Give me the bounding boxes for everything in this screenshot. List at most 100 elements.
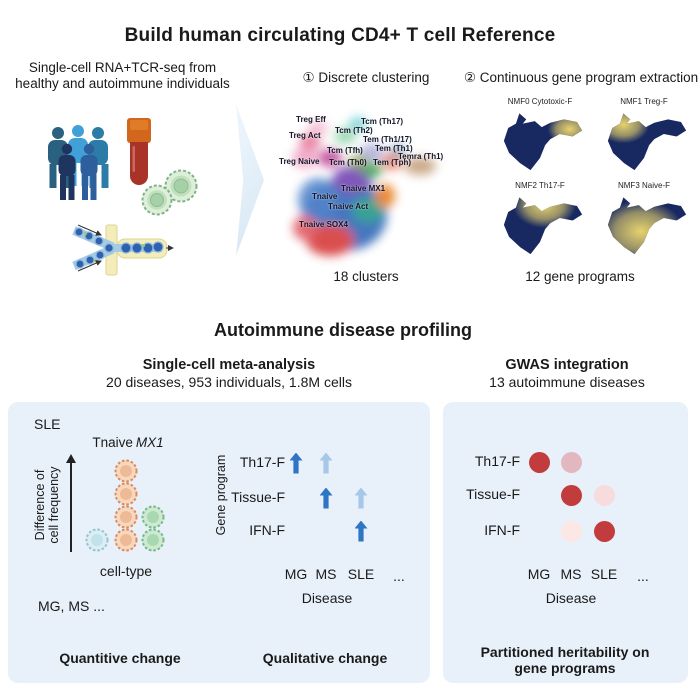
cluster-label: Tcm (Tfh) (327, 146, 363, 155)
col-header-ellipsis: ... (393, 568, 405, 584)
cell-glyph-green (141, 505, 165, 529)
cell-frequency-stacks (85, 459, 165, 552)
nmf-umap-blob (607, 113, 687, 171)
col-header-mg: MG (284, 566, 308, 582)
qualitative-arrows (8, 402, 430, 683)
nmf-panel: NMF2 Th17-F (488, 180, 592, 264)
cluster-label: Tem (Tph) (373, 158, 412, 167)
cell-glyph-orange (114, 459, 138, 483)
meta-analysis-header: Single-cell meta-analysis 20 diseases, 9… (79, 356, 379, 391)
cluster-label: Treg Eff (296, 115, 326, 124)
step2-label: ② Continuous gene program extraction (463, 70, 699, 85)
gwas-col-header-mg: MG (527, 566, 551, 582)
nmf-panel-label: NMF2 Th17-F (515, 181, 565, 190)
nmf-umap-blob (503, 197, 583, 255)
meta-analysis-title: Single-cell meta-analysis (142, 357, 316, 373)
heritability-dot-high (528, 451, 550, 473)
gwas-row-label-tissuef: Tissue-F (466, 486, 520, 502)
gwas-x-axis-disease: Disease (545, 590, 597, 606)
cluster-label: Tem (Th1/17) (363, 135, 412, 144)
nmf-umap-blob (607, 197, 687, 255)
gwas-panel: Th17-F Tissue-F IFN-F MG MS SLE ... Dise… (443, 402, 688, 683)
cluster-label: Temra (Th1) (398, 152, 444, 161)
heritability-dots (443, 402, 688, 683)
cell-icon (141, 169, 198, 216)
cluster-label: Tcm (Th17) (361, 117, 404, 126)
nmf-umap-blob (503, 113, 583, 171)
umap-clustering-plot: Treg Eff Tcm (Th17) Tcm (Th2) Treg Act Tem (… (278, 106, 463, 268)
row-label-ifnf: IFN-F (249, 522, 285, 538)
row-label-tissuef: Tissue-F (231, 489, 285, 505)
step1-label: ① Discrete clustering (302, 70, 430, 85)
people-icon (48, 125, 109, 200)
col-header-ms: MS (315, 566, 337, 582)
up-arrow-light (319, 452, 333, 474)
cell-glyph-green (141, 528, 165, 552)
heritability-dot-high (560, 484, 582, 506)
gwas-caption-line1: Partitioned heritability on (480, 644, 650, 660)
heritability-dot-medium (560, 451, 582, 473)
other-diseases-label: MG, MS ... (38, 598, 105, 614)
sample-illustration (48, 118, 198, 276)
heritability-dot-faint (560, 520, 582, 542)
nmf-panel-label: NMF1 Treg-F (620, 97, 668, 106)
blood-tube-icon (127, 118, 151, 185)
cluster-label: Tcm (Th0) (329, 158, 367, 167)
gwas-col-header-ellipsis: ... (637, 568, 649, 584)
cluster-label: Tnaive SOX4 (299, 220, 348, 229)
celltype-title-italic: MX1 (135, 435, 164, 450)
celltype-title: Tnaive MX1 (63, 435, 193, 450)
cluster-label: Tem (Th1) (375, 144, 413, 153)
flow-chevron-icon (236, 104, 264, 256)
nmf-panel: NMF3 Naive-F (592, 180, 696, 264)
page-title: Build human circulating CD4+ T cell Refe… (124, 25, 556, 46)
up-arrow-light (354, 487, 368, 509)
cluster-label: Tnaive MX1 (341, 184, 386, 193)
umap-point-cloud (292, 117, 436, 256)
gwas-subtitle: 13 autoimmune diseases (489, 374, 645, 390)
up-arrow-dark (289, 452, 303, 474)
x-axis-disease: Disease (301, 590, 353, 606)
gene-programs-caption: 12 gene programs (525, 269, 635, 284)
cell-glyph-orange (114, 482, 138, 506)
cluster-label: Treg Naive (279, 157, 320, 166)
qualitative-caption: Qualitative change (262, 650, 388, 666)
meta-analysis-panel: SLE Tnaive MX1 Difference of cell frequen… (8, 402, 430, 683)
clusters-caption: 18 clusters (333, 269, 399, 284)
cell-glyph-orange (114, 528, 138, 552)
gwas-caption: Partitioned heritability on gene program… (445, 644, 685, 676)
sle-label: SLE (34, 416, 61, 432)
gwas-row-label-th17f: Th17-F (474, 453, 520, 469)
section-title: Autoimmune disease profiling (213, 320, 473, 340)
up-arrow-dark (319, 487, 333, 509)
celltype-title-roman: Tnaive (92, 435, 133, 450)
left-caption-line2: healthy and autoimmune individuals (15, 76, 230, 92)
cluster-label: Tcm (Th2) (335, 126, 373, 135)
left-caption: Single-cell RNA+TCR-seq from healthy and… (15, 60, 230, 93)
cluster-label: Tnaive (312, 192, 338, 201)
cluster-label: Treg Act (289, 131, 321, 140)
gwas-row-label-ifnf: IFN-F (484, 522, 520, 538)
nmf-panel: NMF1 Treg-F (592, 96, 696, 180)
heritability-dot-high (593, 520, 615, 542)
up-arrow-dark (354, 520, 368, 542)
y-axis-arrowhead (65, 454, 76, 463)
nmf-panel-grid: NMF0 Cytotoxic-F NMF1 Treg-F NMF2 Th17-F NM… (488, 96, 696, 264)
cell-glyph-orange (114, 505, 138, 529)
x-axis-celltype: cell-type (99, 563, 153, 579)
nmf-panel-label: NMF3 Naive-F (617, 181, 670, 190)
col-header-sle: SLE (347, 566, 375, 582)
gwas-caption-line2: gene programs (514, 660, 616, 676)
quantitative-caption: Quantitive change (59, 650, 181, 666)
gwas-header: GWAS integration 13 autoimmune diseases (417, 356, 700, 391)
gwas-col-header-ms: MS (560, 566, 582, 582)
heritability-dot-low (593, 484, 615, 506)
cluster-label: Tnaive Act (328, 202, 369, 211)
gwas-title: GWAS integration (505, 357, 629, 373)
microfluidics-icon (72, 224, 174, 276)
y-axis-arrow (70, 462, 72, 552)
cell-glyph-blue (85, 528, 109, 552)
row-label-th17f: Th17-F (239, 454, 285, 470)
meta-analysis-subtitle: 20 diseases, 953 individuals, 1.8M cells (106, 374, 352, 390)
